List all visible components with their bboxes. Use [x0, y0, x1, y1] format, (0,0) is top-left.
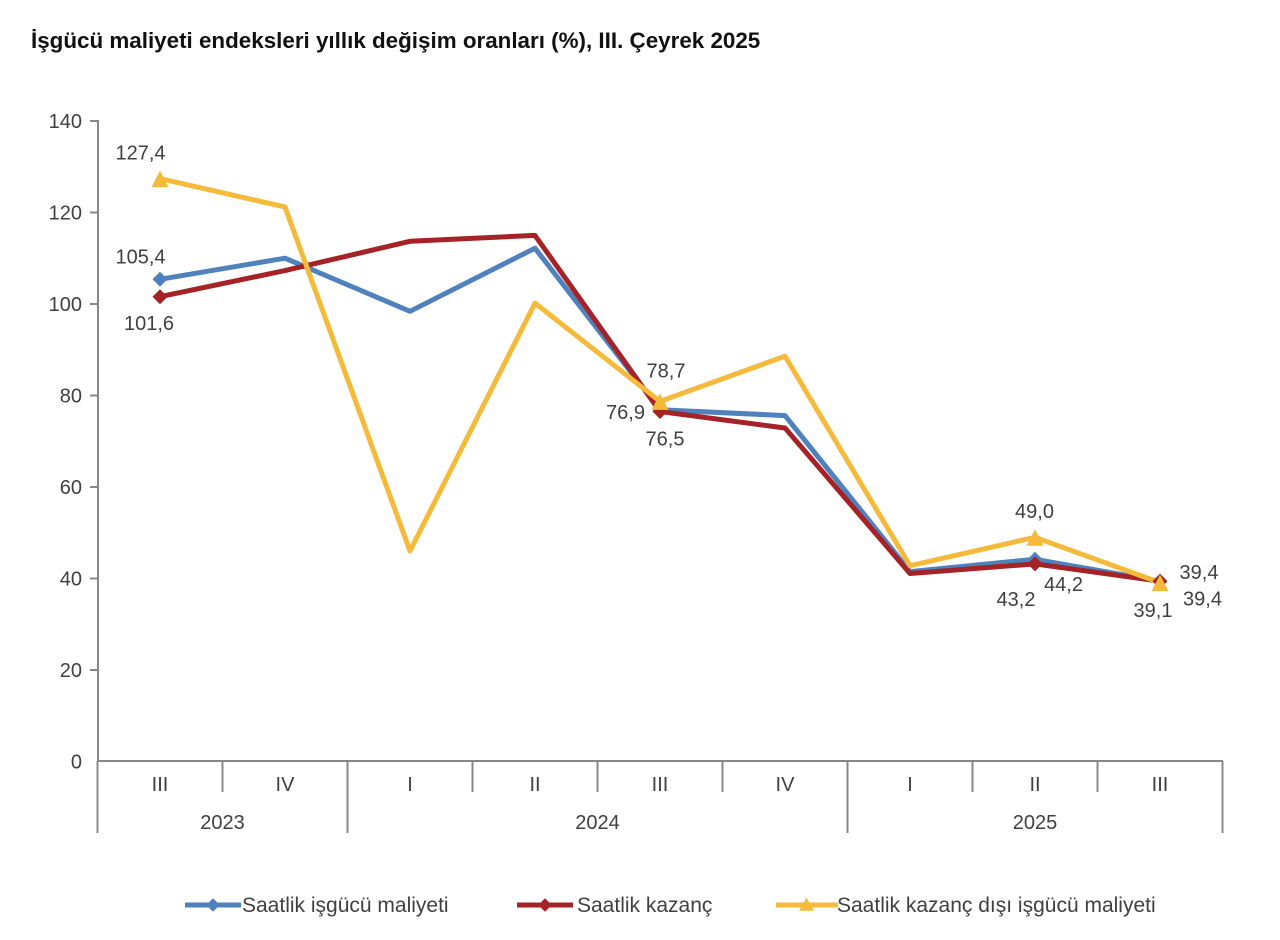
- svg-text:2025: 2025: [1013, 812, 1058, 834]
- svg-text:39,4: 39,4: [1183, 589, 1222, 611]
- svg-text:İşgücü maliyeti endeksleri yıl: İşgücü maliyeti endeksleri yıllık değişi…: [31, 28, 760, 53]
- svg-text:Saatlik kazanç: Saatlik kazanç: [577, 894, 712, 917]
- svg-text:100: 100: [49, 294, 82, 316]
- svg-text:Saatlik işgücü maliyeti: Saatlik işgücü maliyeti: [242, 894, 449, 917]
- svg-text:76,9: 76,9: [606, 402, 645, 424]
- svg-text:2024: 2024: [575, 812, 620, 834]
- svg-text:I: I: [407, 774, 413, 796]
- svg-text:49,0: 49,0: [1015, 501, 1054, 523]
- svg-text:39,1: 39,1: [1134, 600, 1173, 622]
- svg-text:III: III: [652, 774, 669, 796]
- svg-text:20: 20: [60, 660, 82, 682]
- svg-text:120: 120: [49, 203, 82, 225]
- svg-text:76,5: 76,5: [646, 429, 685, 451]
- svg-text:44,2: 44,2: [1044, 574, 1083, 596]
- svg-text:140: 140: [49, 111, 82, 133]
- svg-text:II: II: [529, 774, 540, 796]
- svg-text:IV: IV: [776, 774, 796, 796]
- svg-text:60: 60: [60, 477, 82, 499]
- svg-text:101,6: 101,6: [124, 313, 174, 335]
- svg-text:2023: 2023: [200, 812, 245, 834]
- svg-text:Saatlik kazanç dışı işgücü mal: Saatlik kazanç dışı işgücü maliyeti: [837, 894, 1156, 917]
- svg-text:III: III: [1152, 774, 1169, 796]
- svg-text:78,7: 78,7: [647, 361, 686, 383]
- svg-text:127,4: 127,4: [115, 143, 165, 165]
- svg-text:40: 40: [60, 569, 82, 591]
- svg-text:I: I: [907, 774, 913, 796]
- svg-text:80: 80: [60, 386, 82, 408]
- svg-text:II: II: [1029, 774, 1040, 796]
- svg-text:IV: IV: [276, 774, 296, 796]
- svg-text:39,4: 39,4: [1180, 562, 1219, 584]
- svg-text:43,2: 43,2: [997, 589, 1036, 611]
- svg-text:105,4: 105,4: [115, 247, 165, 269]
- svg-text:III: III: [152, 774, 169, 796]
- svg-text:0: 0: [71, 752, 82, 774]
